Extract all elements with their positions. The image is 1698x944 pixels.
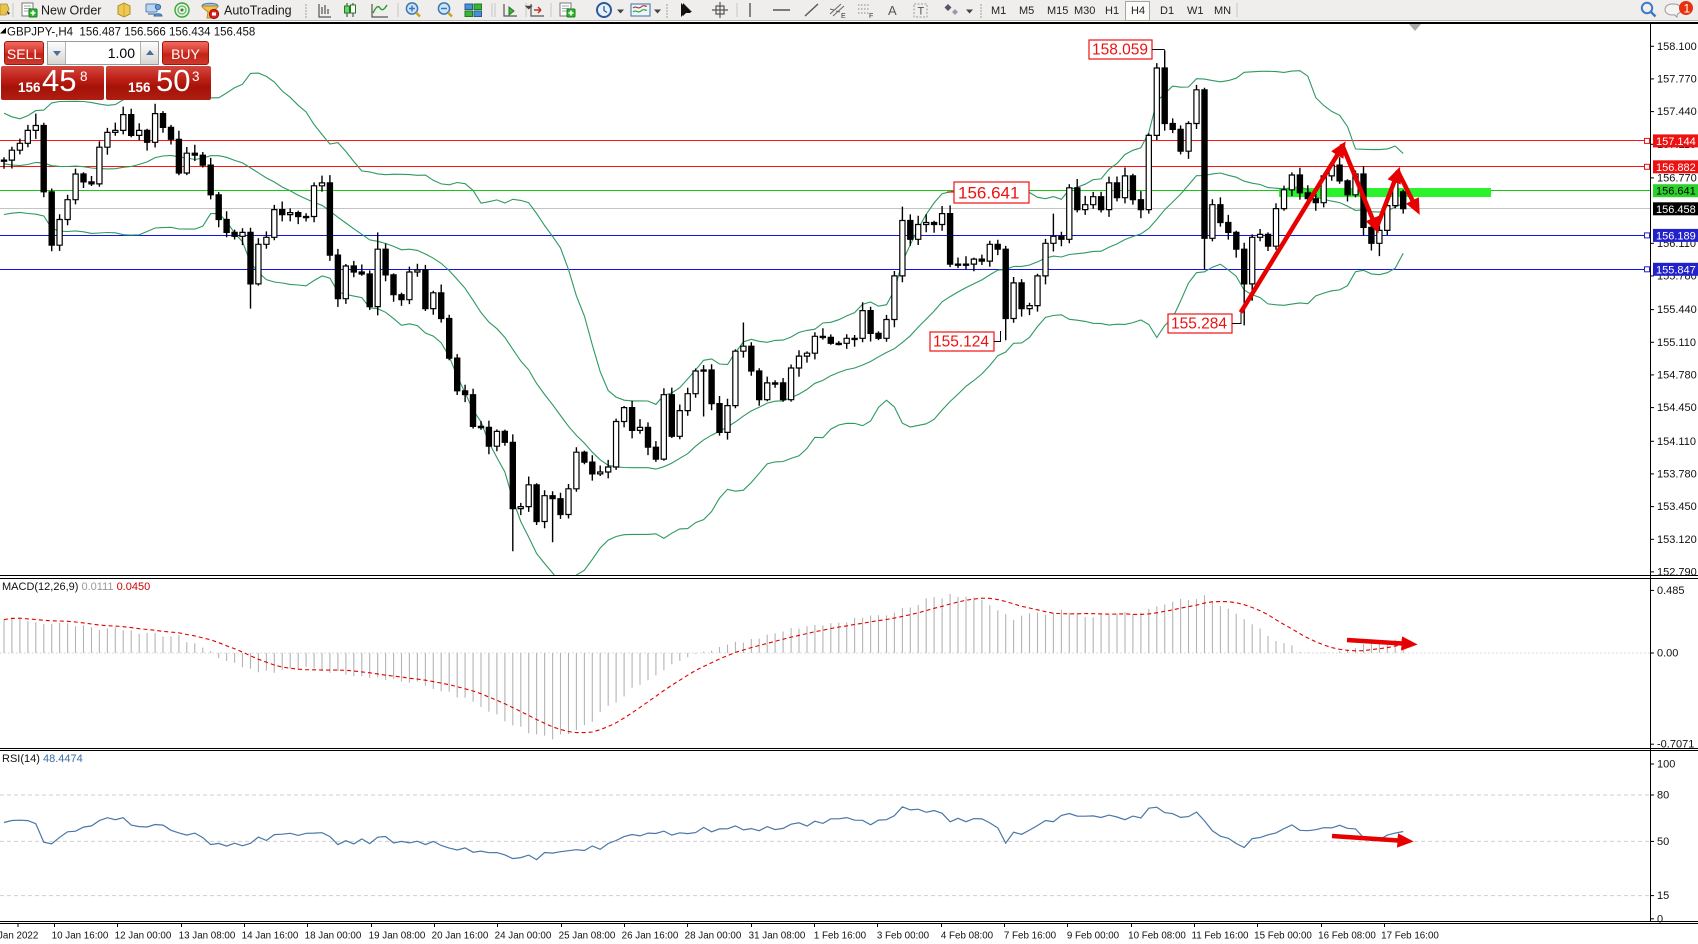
svg-text:1 Feb 16:00: 1 Feb 16:00 xyxy=(814,931,867,942)
svg-text:153.780: 153.780 xyxy=(1657,468,1697,480)
svg-text:26 Jan 16:00: 26 Jan 16:00 xyxy=(622,931,679,942)
svg-text:154.780: 154.780 xyxy=(1657,369,1697,381)
svg-text:E: E xyxy=(841,13,846,20)
svg-text:157.770: 157.770 xyxy=(1657,73,1697,85)
svg-text:156.882: 156.882 xyxy=(1656,162,1696,174)
svg-text:155.124: 155.124 xyxy=(933,334,989,351)
svg-text:158.100: 158.100 xyxy=(1657,41,1697,53)
svg-text:10 Feb 08:00: 10 Feb 08:00 xyxy=(1128,931,1186,942)
svg-text:155.847: 155.847 xyxy=(1656,264,1696,276)
svg-text:3 Feb 00:00: 3 Feb 00:00 xyxy=(877,931,930,942)
svg-text:M15: M15 xyxy=(1047,5,1068,17)
svg-text:155.284: 155.284 xyxy=(1171,316,1227,333)
svg-text:0.00: 0.00 xyxy=(1657,648,1678,660)
svg-text:-0.7071: -0.7071 xyxy=(1657,739,1694,751)
svg-text:155.110: 155.110 xyxy=(1657,337,1696,349)
svg-text:10 Jan 16:00: 10 Jan 16:00 xyxy=(52,931,109,942)
svg-text:12 Jan 00:00: 12 Jan 00:00 xyxy=(115,931,172,942)
svg-text:13 Jan 08:00: 13 Jan 08:00 xyxy=(179,931,236,942)
svg-text:MN: MN xyxy=(1214,5,1231,17)
svg-text:19 Jan 08:00: 19 Jan 08:00 xyxy=(369,931,426,942)
svg-text:80: 80 xyxy=(1657,790,1669,802)
svg-text:158.059: 158.059 xyxy=(1092,42,1148,59)
svg-text:153.450: 153.450 xyxy=(1657,501,1697,513)
svg-text:156.189: 156.189 xyxy=(1656,230,1696,242)
svg-text:RSI(14) 48.4474: RSI(14) 48.4474 xyxy=(2,753,83,765)
svg-text:M30: M30 xyxy=(1074,5,1095,17)
svg-text:15 Feb 00:00: 15 Feb 00:00 xyxy=(1254,931,1312,942)
svg-text:F: F xyxy=(869,13,873,20)
svg-text:152.790: 152.790 xyxy=(1657,566,1697,578)
svg-text:W1: W1 xyxy=(1187,5,1204,17)
svg-text:0.485: 0.485 xyxy=(1657,585,1685,597)
svg-text:0: 0 xyxy=(1657,913,1663,925)
svg-text:156.641: 156.641 xyxy=(958,184,1019,203)
svg-text:D1: D1 xyxy=(1160,5,1174,17)
svg-text:MACD(12,26,9) 0.0111 0.0450: MACD(12,26,9) 0.0111 0.0450 xyxy=(2,581,150,593)
svg-text:50: 50 xyxy=(1657,836,1669,848)
svg-text:18 Jan 00:00: 18 Jan 00:00 xyxy=(305,931,362,942)
svg-text:Jan 2022: Jan 2022 xyxy=(0,931,38,942)
svg-text:M1: M1 xyxy=(991,5,1006,17)
svg-text:24 Jan 00:00: 24 Jan 00:00 xyxy=(495,931,552,942)
svg-text:7 Feb 16:00: 7 Feb 16:00 xyxy=(1004,931,1057,942)
svg-text:156.641: 156.641 xyxy=(1656,186,1696,198)
svg-text:15: 15 xyxy=(1657,890,1669,902)
svg-text:156.458: 156.458 xyxy=(1656,204,1696,216)
svg-text:154.450: 154.450 xyxy=(1657,402,1697,414)
svg-text:M5: M5 xyxy=(1019,5,1034,17)
svg-text:154.110: 154.110 xyxy=(1657,436,1696,448)
svg-text:9 Feb 00:00: 9 Feb 00:00 xyxy=(1067,931,1120,942)
svg-text:GBPJPY-,H4 156.487 156.566 15: GBPJPY-,H4 156.487 156.566 156.434 156.4… xyxy=(7,27,255,39)
svg-text:31 Jan 08:00: 31 Jan 08:00 xyxy=(749,931,806,942)
svg-text:AutoTrading: AutoTrading xyxy=(224,4,292,18)
svg-text:20 Jan 16:00: 20 Jan 16:00 xyxy=(432,931,489,942)
svg-text:100: 100 xyxy=(1657,759,1675,771)
svg-text:25 Jan 08:00: 25 Jan 08:00 xyxy=(559,931,616,942)
svg-text:H1: H1 xyxy=(1105,5,1119,17)
svg-text:155.440: 155.440 xyxy=(1657,304,1697,316)
svg-text:1: 1 xyxy=(1684,2,1691,16)
svg-text:157.144: 157.144 xyxy=(1656,136,1696,148)
svg-text:153.120: 153.120 xyxy=(1657,534,1697,546)
svg-text:T: T xyxy=(918,6,925,18)
svg-text:H4: H4 xyxy=(1131,5,1145,17)
svg-text:17 Feb 16:00: 17 Feb 16:00 xyxy=(1381,931,1439,942)
svg-text:16 Feb 08:00: 16 Feb 08:00 xyxy=(1318,931,1376,942)
svg-text:New Order: New Order xyxy=(41,4,101,18)
svg-text:156.770: 156.770 xyxy=(1657,172,1697,184)
svg-text:157.440: 157.440 xyxy=(1657,106,1697,118)
svg-text:A: A xyxy=(888,3,897,18)
svg-text:28 Jan 00:00: 28 Jan 00:00 xyxy=(685,931,742,942)
svg-text:11 Feb 16:00: 11 Feb 16:00 xyxy=(1191,931,1249,942)
svg-text:14 Jan 16:00: 14 Jan 16:00 xyxy=(242,931,299,942)
svg-text:4 Feb 08:00: 4 Feb 08:00 xyxy=(941,931,994,942)
